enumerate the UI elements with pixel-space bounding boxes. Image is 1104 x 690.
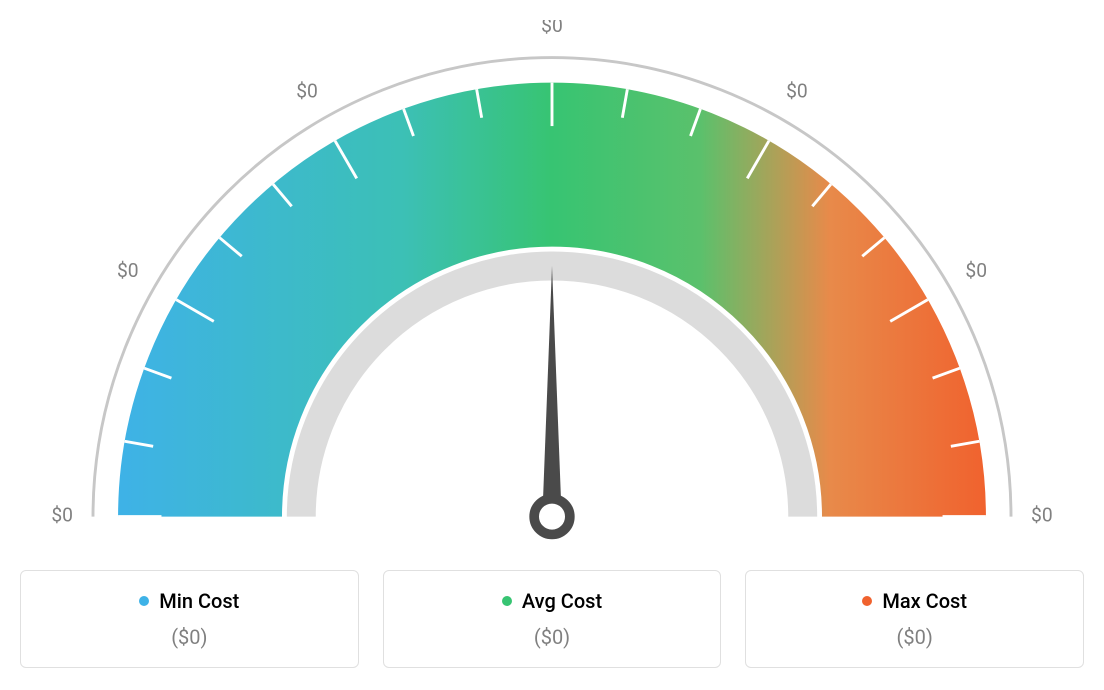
legend-label-min: Min Cost	[159, 589, 239, 613]
legend-card-min: Min Cost ($0)	[20, 570, 359, 668]
legend-dot-min	[139, 596, 149, 606]
legend-dot-avg	[502, 596, 512, 606]
legend-label-max: Max Cost	[882, 589, 967, 613]
legend-title-min: Min Cost	[33, 589, 346, 613]
tick-label-0: $0	[51, 504, 73, 527]
legend-card-avg: Avg Cost ($0)	[383, 570, 722, 668]
gauge-svg: $0 $0 $0 $0 $0 $0 $0	[20, 20, 1084, 560]
legend-title-max: Max Cost	[758, 589, 1071, 613]
tick-label-5: $0	[965, 259, 987, 282]
legend-value-avg: ($0)	[396, 625, 709, 649]
tick-label-3: $0	[541, 20, 563, 37]
tick-label-6: $0	[1031, 504, 1053, 527]
tick-label-2: $0	[296, 79, 318, 102]
legend-value-min: ($0)	[33, 625, 346, 649]
legend-row: Min Cost ($0) Avg Cost ($0) Max Cost ($0…	[20, 570, 1084, 668]
gauge-chart: $0 $0 $0 $0 $0 $0 $0	[20, 20, 1084, 560]
legend-title-avg: Avg Cost	[396, 589, 709, 613]
legend-value-max: ($0)	[758, 625, 1071, 649]
legend-card-max: Max Cost ($0)	[745, 570, 1084, 668]
tick-label-1: $0	[117, 259, 139, 282]
gauge-needle	[534, 266, 570, 535]
tick-label-4: $0	[786, 79, 808, 102]
legend-label-avg: Avg Cost	[522, 589, 602, 613]
legend-dot-max	[862, 596, 872, 606]
